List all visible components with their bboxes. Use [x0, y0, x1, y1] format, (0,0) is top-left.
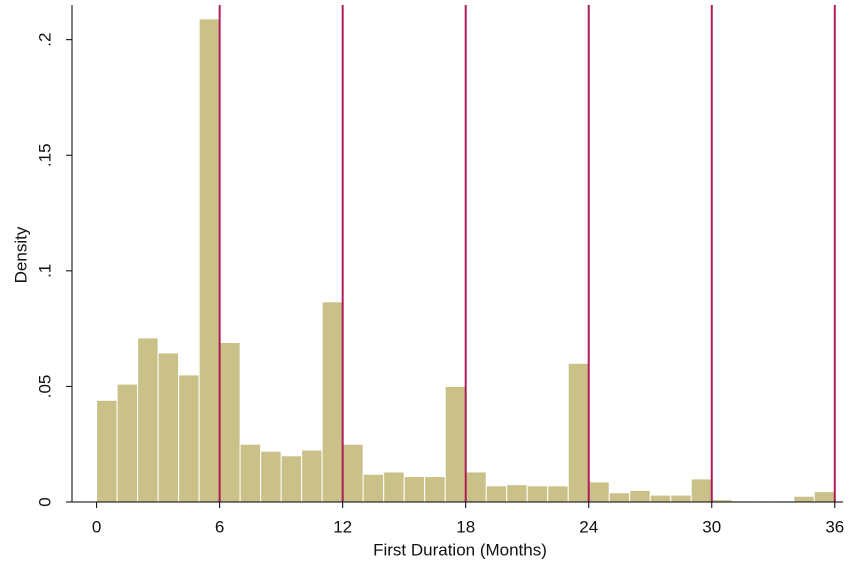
x-tick-label: 18: [456, 517, 475, 536]
bar: [178, 374, 200, 503]
y-tick-label: .05: [35, 375, 54, 399]
y-tick-label: .1: [35, 264, 54, 278]
bar: [424, 476, 446, 503]
bar: [137, 337, 159, 503]
x-axis-title: First Duration (Months): [373, 540, 547, 559]
bar: [813, 491, 836, 503]
bar: [526, 485, 549, 503]
bar: [444, 385, 467, 503]
bar: [342, 443, 364, 503]
bar: [260, 450, 282, 503]
bar: [506, 484, 528, 503]
bar: [465, 471, 487, 503]
y-tick-label: .2: [35, 33, 54, 47]
bar: [793, 495, 815, 503]
y-tick-label: 0: [35, 497, 54, 506]
bar: [383, 471, 405, 503]
x-tick-label: 24: [579, 517, 598, 536]
x-tick-label: 36: [825, 517, 844, 536]
bar: [649, 494, 672, 503]
x-tick-label: 0: [92, 517, 101, 536]
x-tick-label: 12: [333, 517, 352, 536]
bar: [321, 301, 344, 503]
bar: [547, 485, 569, 503]
bar: [301, 449, 323, 503]
bar: [690, 478, 713, 503]
bar: [362, 473, 385, 503]
bar: [485, 485, 508, 503]
x-tick-label: 30: [702, 517, 721, 536]
bar: [403, 476, 426, 503]
bar: [198, 18, 221, 503]
y-axis-title: Density: [11, 226, 30, 283]
bar: [239, 443, 262, 503]
bar: [608, 492, 631, 503]
bar: [629, 489, 651, 503]
y-tick-label: .15: [35, 143, 54, 167]
bar: [96, 399, 118, 503]
x-tick-label: 6: [215, 517, 224, 536]
bar: [219, 341, 241, 503]
bar: [157, 352, 180, 503]
bar: [116, 383, 139, 503]
bar: [588, 481, 610, 503]
bar: [280, 455, 303, 503]
bar: [567, 362, 590, 503]
bar: [670, 494, 692, 503]
